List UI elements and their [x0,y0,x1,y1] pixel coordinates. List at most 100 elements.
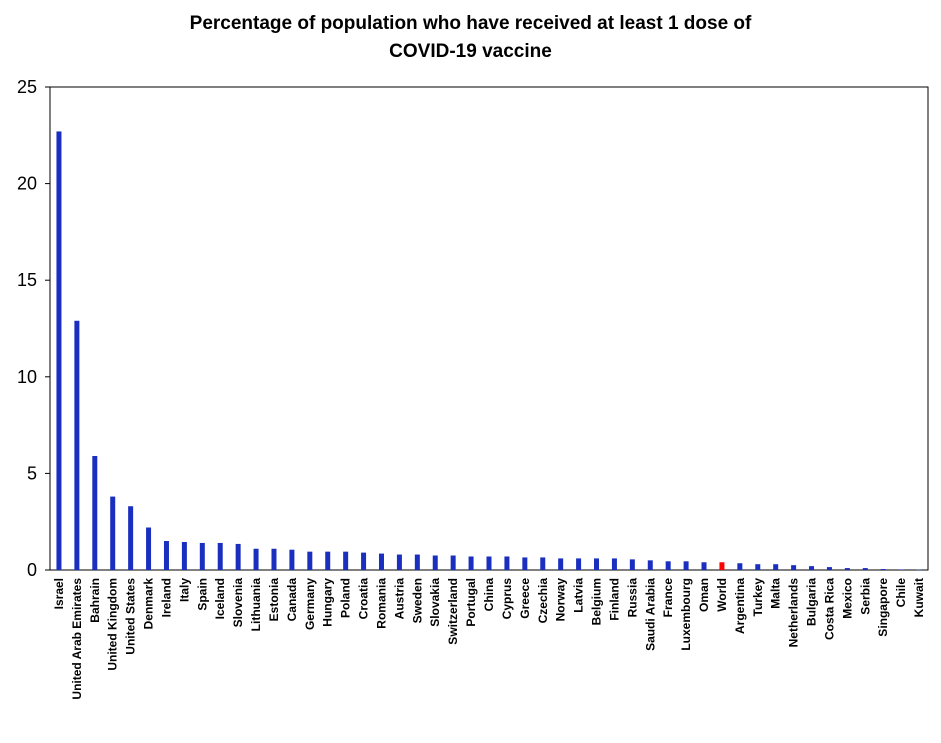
x-tick-label: Chile [894,578,908,608]
bar-austria [396,554,402,570]
x-tick-label: Serbia [858,578,872,615]
x-tick-label: Turkey [751,578,765,617]
bar-spain [199,542,205,570]
x-tick-label: Latvia [572,578,586,613]
x-tick-label: Russia [625,578,639,618]
x-tick-label: Bulgaria [805,578,819,626]
x-tick-label: Czechia [536,578,550,624]
x-tick-label: France [661,578,675,618]
x-tick-label: Poland [339,578,353,618]
x-tick-label: Switzerland [446,578,460,645]
x-tick-label: Denmark [142,578,156,630]
bar-china [486,556,492,570]
bar-portugal [468,556,474,570]
x-tick-label: Israel [52,578,66,609]
bar-germany [307,551,313,570]
bar-canada [289,549,295,570]
bar-poland [343,551,349,570]
bar-costa-rica [826,567,832,570]
bar-saudi-arabia [647,560,653,570]
x-tick-label: China [482,578,496,612]
bar-denmark [146,527,152,570]
y-axis: 0 5 10 15 20 25 [17,77,50,580]
chart-title: Percentage of population who have receiv… [0,10,941,66]
y-tick-label: 0 [27,560,37,580]
bar-sweden [414,554,420,570]
bar-russia [629,559,635,570]
x-tick-label: Oman [697,578,711,612]
bar-united-arab-emirates [74,320,80,570]
x-tick-label: Italy [177,578,191,602]
x-tick-label: Spain [195,578,209,611]
bar-croatia [361,552,367,570]
x-tick-label: Sweden [410,578,424,623]
x-tick-label: Malta [769,578,783,609]
bar-singapore [880,569,886,570]
bar-norway [558,558,564,570]
x-tick-label: Austria [392,578,406,620]
bars [56,131,922,571]
y-tick-label: 10 [17,367,37,387]
x-tick-label: Canada [285,578,299,622]
bar-france [665,561,671,570]
bar-united-kingdom [110,496,116,570]
x-tick-label: Croatia [357,578,371,620]
bar-slovakia [432,555,438,570]
bar-mexico [844,568,850,570]
x-tick-label: Finland [607,578,621,621]
plot-area-frame [49,86,929,571]
bar-slovenia [235,543,241,570]
x-tick-label: Norway [554,578,568,622]
bar-israel [56,131,62,570]
x-tick-label: Luxembourg [679,578,693,651]
bar-czechia [540,557,546,570]
y-tick-label: 5 [27,463,37,483]
x-tick-label: Germany [303,578,317,630]
bar-chile [898,569,904,570]
bar-luxembourg [683,561,689,570]
bar-switzerland [450,555,456,570]
x-tick-label: Hungary [321,578,335,627]
bar-romania [378,553,384,570]
x-tick-label: Belgium [590,578,604,625]
chart-title-line-2: COVID-19 vaccine [389,41,552,62]
x-tick-label: Netherlands [787,578,801,648]
bar-italy [181,541,187,570]
bar-serbia [862,568,868,570]
y-tick-label: 25 [17,77,37,97]
x-tick-label: United Kingdom [106,578,120,671]
bar-finland [611,558,617,570]
bar-cyprus [504,556,510,570]
x-tick-label: Slovakia [428,578,442,627]
chart-title-line-1: Percentage of population who have receiv… [189,13,752,34]
x-tick-label: Romania [374,578,388,629]
bar-greece [522,557,528,570]
x-tick-label: United Arab Emirates [70,578,84,700]
x-tick-label: Bahrain [88,578,102,623]
x-axis: Israel United Arab Emirates Bahrain United … [52,578,926,700]
bar-malta [773,564,779,570]
x-tick-label: Greece [518,578,532,619]
x-tick-label: Lithuania [249,578,263,632]
x-tick-label: Cyprus [500,578,514,620]
bar-bahrain [92,456,98,570]
x-tick-label: World [715,578,729,612]
y-tick-label: 20 [17,174,37,194]
bar-united-states [128,506,134,570]
bar-netherlands [791,565,797,570]
x-tick-label: Singapore [876,578,890,637]
bar-estonia [271,548,277,570]
bar-belgium [594,558,600,570]
bar-ireland [163,541,169,570]
bar-world [719,562,725,570]
bar-argentina [737,563,743,570]
x-tick-label: Argentina [733,578,747,634]
bar-bulgaria [809,566,815,570]
bar-kuwait [916,569,922,571]
x-tick-label: Iceland [213,578,227,619]
bar-iceland [217,542,223,570]
x-tick-label: Portugal [464,578,478,627]
x-tick-label: Estonia [267,578,281,622]
bar-lithuania [253,548,259,570]
